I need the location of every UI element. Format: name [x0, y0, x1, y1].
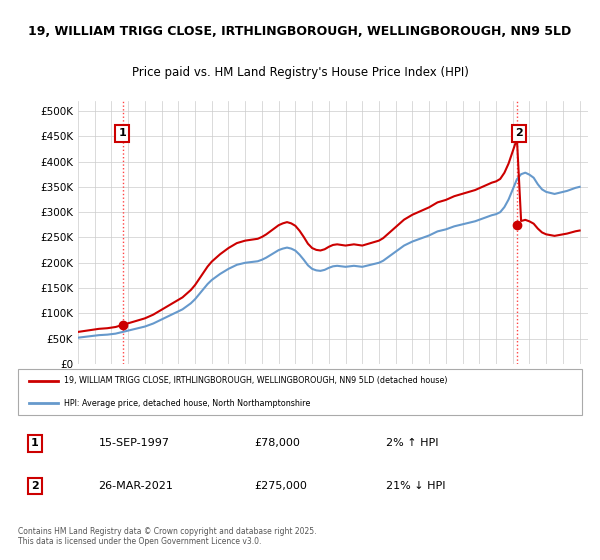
Text: 15-SEP-1997: 15-SEP-1997 [98, 438, 169, 449]
Text: £275,000: £275,000 [254, 481, 307, 491]
Text: HPI: Average price, detached house, North Northamptonshire: HPI: Average price, detached house, Nort… [64, 399, 310, 408]
Text: Contains HM Land Registry data © Crown copyright and database right 2025.
This d: Contains HM Land Registry data © Crown c… [18, 526, 316, 546]
FancyBboxPatch shape [18, 370, 582, 414]
Text: 26-MAR-2021: 26-MAR-2021 [98, 481, 173, 491]
Text: 1: 1 [118, 128, 126, 138]
Text: 2: 2 [31, 481, 39, 491]
Text: Price paid vs. HM Land Registry's House Price Index (HPI): Price paid vs. HM Land Registry's House … [131, 66, 469, 78]
Text: 2: 2 [515, 128, 523, 138]
Text: 2% ↑ HPI: 2% ↑ HPI [386, 438, 439, 449]
Text: 1: 1 [31, 438, 39, 449]
Text: £78,000: £78,000 [254, 438, 300, 449]
Text: 19, WILLIAM TRIGG CLOSE, IRTHLINGBOROUGH, WELLINGBOROUGH, NN9 5LD: 19, WILLIAM TRIGG CLOSE, IRTHLINGBOROUGH… [28, 25, 572, 38]
Text: 19, WILLIAM TRIGG CLOSE, IRTHLINGBOROUGH, WELLINGBOROUGH, NN9 5LD (detached hous: 19, WILLIAM TRIGG CLOSE, IRTHLINGBOROUGH… [64, 376, 448, 385]
Text: 21% ↓ HPI: 21% ↓ HPI [386, 481, 446, 491]
